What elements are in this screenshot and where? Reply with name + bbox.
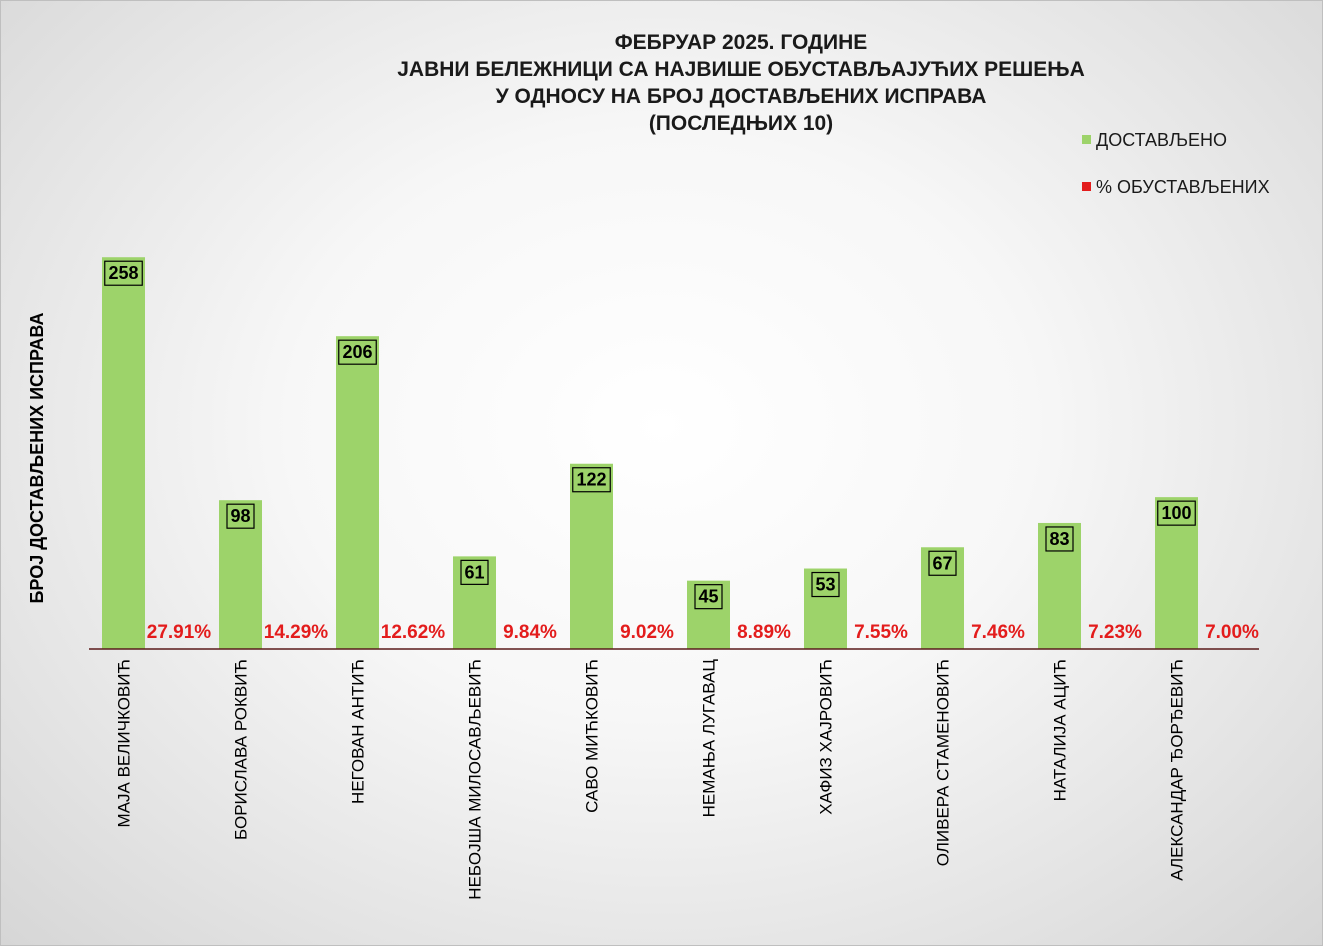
legend-entry-label: % ОБУСТАВЉЕНИХ	[1096, 177, 1270, 197]
chart-title-line: (ПОСЛЕДЊИХ 10)	[649, 112, 833, 135]
bar	[453, 556, 496, 649]
percent-label: 27.91%	[147, 622, 212, 643]
bar-value-label: 206	[342, 342, 372, 362]
chart-title-line: ФЕБРУАР 2025. ГОДИНЕ	[615, 31, 868, 54]
category-label: ОЛИВЕРА СТАМЕНОВИЋ	[934, 659, 953, 866]
bar-value-label: 61	[464, 562, 484, 582]
chart-title-line: У ОДНОСУ НА БРОЈ ДОСТАВЉЕНИХ ИСПРАВА	[496, 85, 987, 108]
category-label: НЕМАЊА ЛУГАВАЦ	[700, 659, 719, 818]
chart-title-line: ЈАВНИ БЕЛЕЖНИЦИ СА НАЈВИШЕ ОБУСТАВЉАЈУЋИ…	[397, 58, 1085, 81]
bar-value-label-box	[811, 571, 840, 598]
bar-value-label: 122	[576, 470, 606, 490]
percent-label: 7.55%	[854, 622, 908, 643]
bar-value-label-box	[460, 559, 489, 585]
percent-label: 9.84%	[503, 622, 557, 643]
bar	[102, 257, 145, 649]
category-label: АЛЕКСАНДАР ЂОРЂЕВИЋ	[1168, 659, 1187, 881]
bar-value-label: 100	[1161, 503, 1191, 523]
percent-label: 7.23%	[1088, 622, 1142, 643]
bar	[570, 463, 613, 649]
bar	[336, 336, 379, 649]
category-label: МАЈА ВЕЛИЧКОВИЋ	[115, 659, 134, 827]
percent-label: 7.00%	[1205, 622, 1259, 643]
legend-entry-label: ДОСТАВЉЕНО	[1096, 130, 1227, 150]
bar-value-label-box	[338, 339, 377, 365]
legend-swatch	[1082, 135, 1091, 144]
legend: ДОСТАВЉЕНО % ОБУСТАВЉЕНИХ	[1082, 130, 1270, 197]
legend-swatch	[1082, 182, 1091, 191]
bar-value-label-box	[572, 467, 611, 493]
bar	[1038, 522, 1081, 649]
bar-value-label-box	[694, 584, 723, 610]
bar-value-label-box	[104, 260, 143, 286]
y-axis-label: БРОЈ ДОСТАВЉЕНИХ ИСПРАВА	[27, 313, 47, 604]
bar-value-label: 67	[932, 553, 952, 573]
bar-value-label: 83	[1049, 529, 1069, 549]
x-axis-tick-labels: МАЈА ВЕЛИЧКОВИЋ БОРИСЛАВА РОКВИЋ НЕГОВАН А…	[115, 659, 1187, 900]
bar-value-label-box	[1157, 500, 1196, 526]
bar-value-label: 45	[698, 587, 718, 607]
bar-value-label-box	[226, 503, 255, 529]
bar	[687, 580, 730, 649]
bar	[804, 568, 847, 649]
bar-value-label: 98	[230, 506, 250, 526]
category-label: НАТАЛИЈА АЦИЋ	[1051, 659, 1070, 801]
percent-label: 9.02%	[620, 622, 674, 643]
bar	[1155, 497, 1198, 649]
bar-value-label: 258	[108, 263, 138, 283]
percent-label: 12.62%	[381, 622, 446, 643]
bar	[219, 500, 262, 649]
bar-value-label: 53	[815, 575, 835, 595]
category-label: ХАФИЗ ХАЈРОВИЋ	[817, 659, 836, 815]
bars: 258 27.91% 98 14.29% 206 12.62% 61 9.84% 122 9.02…	[102, 257, 1259, 649]
percent-label: 8.89%	[737, 622, 791, 643]
category-label: НЕГОВАН АНТИЋ	[349, 659, 368, 804]
bar-value-label-box	[1045, 526, 1074, 552]
bar	[921, 547, 964, 649]
percent-label: 7.46%	[971, 622, 1025, 643]
percent-label: 14.29%	[264, 622, 329, 643]
category-label: САВО МИЋКОВИЋ	[583, 659, 602, 813]
bar-value-label-box	[928, 550, 957, 576]
chart-title: ФЕБРУАР 2025. ГОДИНЕ ЈАВНИ БЕЛЕЖНИЦИ СА Н…	[397, 31, 1085, 135]
category-label: БОРИСЛАВА РОКВИЋ	[232, 659, 251, 840]
category-label: НЕБОЈША МИЛОСАВЉЕВИЋ	[466, 659, 485, 900]
